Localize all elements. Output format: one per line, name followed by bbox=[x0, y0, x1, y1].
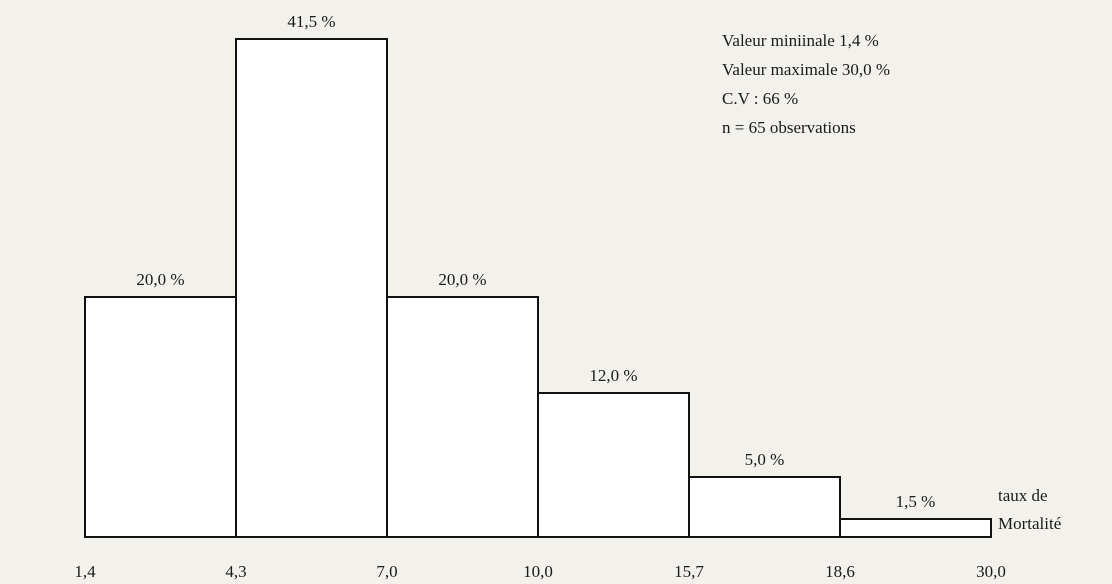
value-label: 1,5 % bbox=[896, 492, 936, 511]
value-label: 20,0 % bbox=[438, 270, 486, 289]
value-label: 12,0 % bbox=[589, 366, 637, 385]
x-tick-label: 15,7 bbox=[674, 562, 704, 581]
bar bbox=[84, 296, 237, 538]
annotation: Valeur miniinale 1,4 % bbox=[722, 31, 879, 50]
bar bbox=[688, 476, 841, 538]
x-axis-label: taux de bbox=[998, 486, 1048, 505]
bar bbox=[386, 296, 539, 538]
x-tick-label: 10,0 bbox=[523, 562, 553, 581]
bar bbox=[537, 392, 690, 538]
bar bbox=[839, 518, 992, 538]
value-label: 5,0 % bbox=[745, 450, 785, 469]
x-tick-label: 4,3 bbox=[225, 562, 246, 581]
value-label: 41,5 % bbox=[287, 12, 335, 31]
x-tick-label: 30,0 bbox=[976, 562, 1006, 581]
annotation: Valeur maximale 30,0 % bbox=[722, 60, 890, 79]
value-label: 20,0 % bbox=[136, 270, 184, 289]
bar bbox=[235, 38, 388, 538]
x-tick-label: 7,0 bbox=[376, 562, 397, 581]
x-tick-label: 1,4 bbox=[74, 562, 96, 581]
x-axis-label: Mortalité bbox=[998, 514, 1061, 533]
x-tick-label: 18,6 bbox=[825, 562, 855, 581]
annotation: C.V : 66 % bbox=[722, 89, 798, 108]
annotation: n = 65 observations bbox=[722, 118, 856, 137]
